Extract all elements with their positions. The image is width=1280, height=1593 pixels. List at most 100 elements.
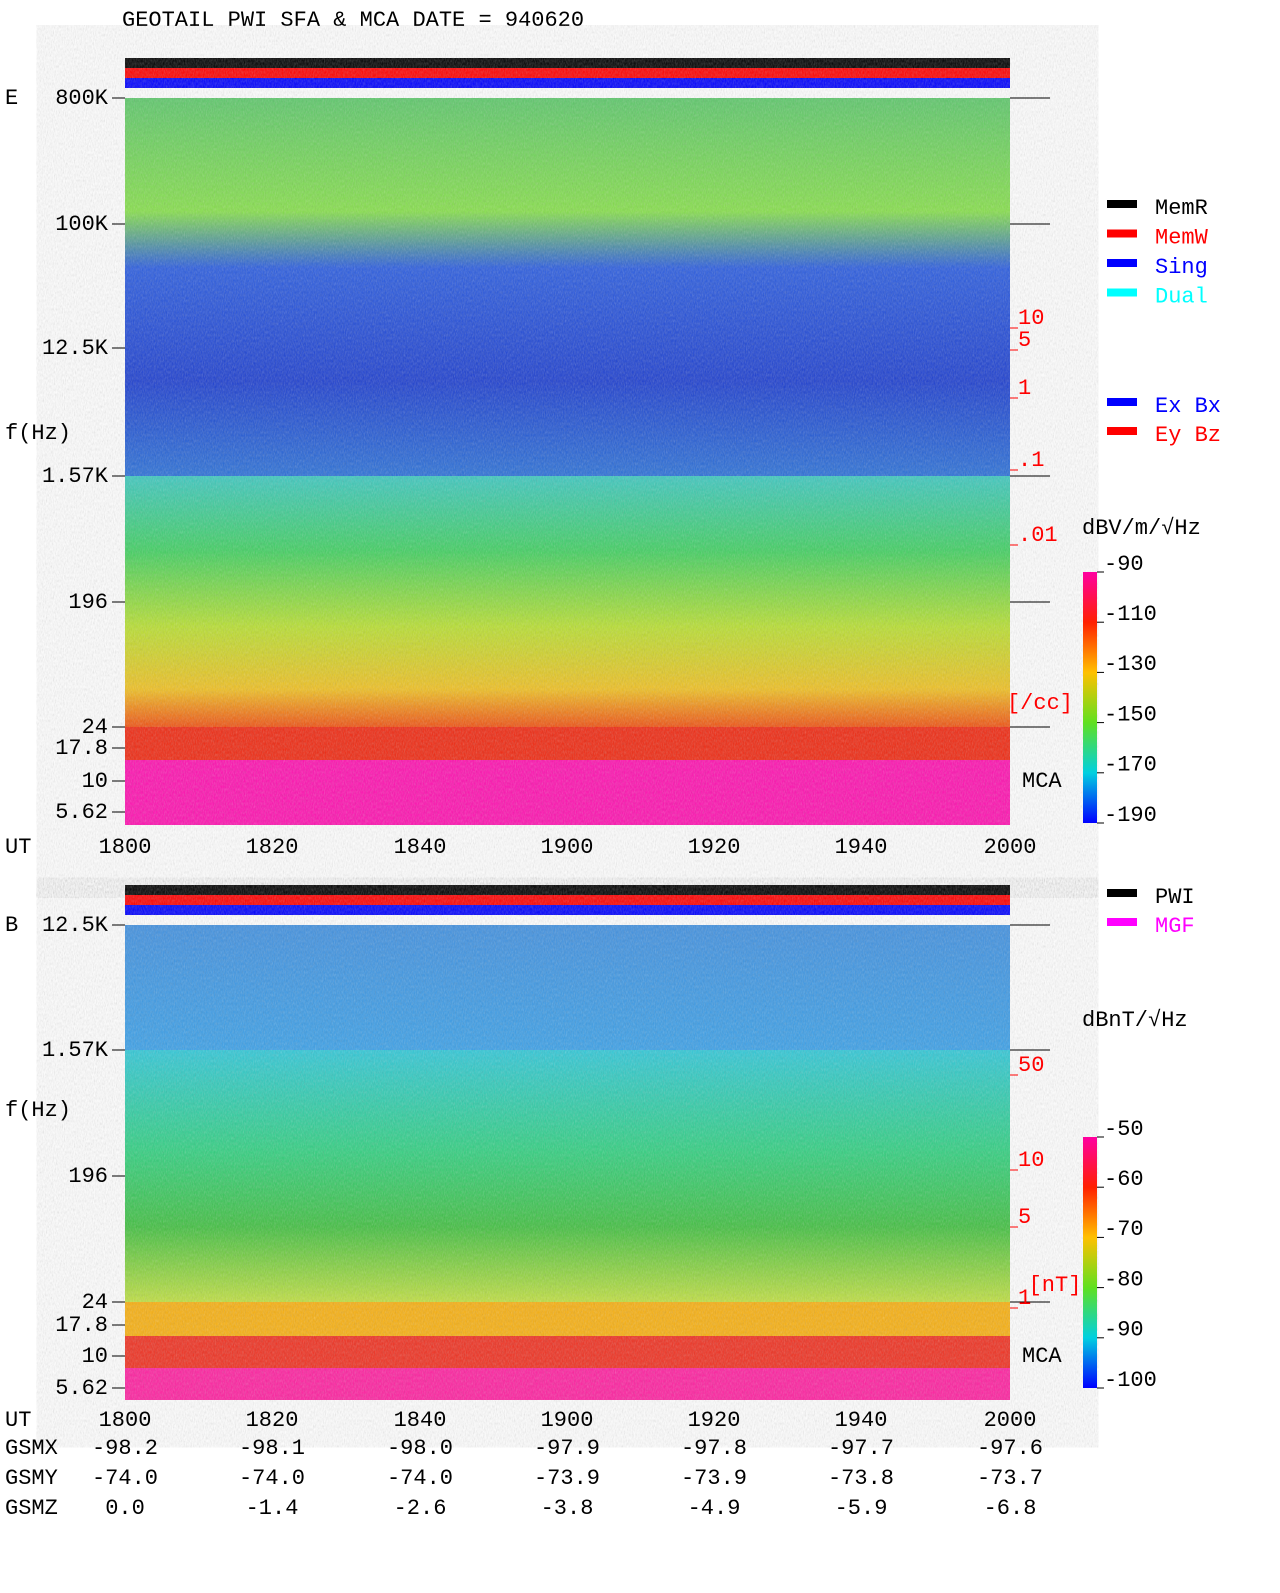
colorbar-tick-label: -190	[1104, 803, 1157, 828]
colorbar-tick-label: -70	[1104, 1217, 1144, 1242]
y-tick-label: 12.5K	[42, 913, 109, 938]
y-tick-label: 1.57K	[42, 1038, 109, 1063]
colorbar-tick-label: -90	[1104, 1318, 1144, 1343]
legend-swatch	[1107, 259, 1137, 267]
orbit-value: -74.0	[92, 1466, 158, 1491]
legend-swatch	[1107, 398, 1137, 406]
colorbar-tick-label: -130	[1104, 652, 1157, 677]
density-tick-label: 5	[1018, 1205, 1031, 1230]
density-tick-label: 1	[1018, 1286, 1031, 1311]
colorbar-title: dBV/m/√Hz	[1082, 516, 1201, 541]
orbit-value: -73.8	[828, 1466, 894, 1491]
orbit-value: -74.0	[239, 1466, 305, 1491]
y-tick-label: 5.62	[55, 800, 108, 825]
panel-label: E	[5, 86, 18, 111]
orbit-value: -73.9	[534, 1466, 600, 1491]
orbit-value: -5.9	[835, 1496, 888, 1521]
orbit-value: 0.0	[105, 1496, 145, 1521]
legend-label: Ey Bz	[1155, 423, 1221, 448]
legend-swatch	[1107, 200, 1137, 208]
mode-bar	[125, 58, 1010, 68]
y-tick-label: 10	[82, 769, 108, 794]
x-tick-label: 1840	[394, 835, 447, 860]
x-tick-label: 1820	[246, 1408, 299, 1433]
orbit-value: -97.8	[681, 1436, 747, 1461]
y-tick-label: 17.8	[55, 1313, 108, 1338]
y-tick-label: 1.57K	[42, 464, 109, 489]
x-tick-label: 1820	[246, 835, 299, 860]
colorbar-tick-label: -60	[1104, 1167, 1144, 1192]
density-tick-label: .01	[1018, 523, 1058, 548]
legend-label: PWI	[1155, 885, 1195, 910]
y-tick-label: 100K	[55, 212, 109, 237]
y-tick-label: 12.5K	[42, 336, 109, 361]
x-axis-label: UT	[5, 1408, 31, 1433]
x-tick-label: 1800	[99, 835, 152, 860]
legend-label: MGF	[1155, 914, 1195, 939]
mca-label: MCA	[1022, 769, 1062, 794]
density-tick-label: 10	[1018, 1148, 1044, 1173]
orbit-label: GSMY	[5, 1466, 58, 1491]
orbit-value: -74.0	[387, 1466, 453, 1491]
legend-swatch	[1107, 918, 1137, 926]
spectrogram-texture	[125, 98, 1010, 825]
colorbar-tick-label: -80	[1104, 1267, 1144, 1292]
legend-label: Ex Bx	[1155, 394, 1221, 419]
orbit-value: -73.7	[977, 1466, 1043, 1491]
density-tick-label: 10	[1018, 306, 1044, 331]
y-tick-label: 5.62	[55, 1376, 108, 1401]
y-tick-label: 24	[82, 1290, 108, 1315]
colorbar-tick-label: -150	[1104, 702, 1157, 727]
mca-label: MCA	[1022, 1344, 1062, 1369]
orbit-value: -4.9	[688, 1496, 741, 1521]
panel-label: B	[5, 913, 18, 938]
mode-bar	[125, 78, 1010, 88]
density-unit: [nT]	[1029, 1273, 1082, 1298]
legend-label: MemW	[1155, 225, 1209, 250]
y-tick-label: 17.8	[55, 736, 108, 761]
mode-bar	[125, 895, 1010, 905]
colorbar-tick-label: -90	[1104, 552, 1144, 577]
density-unit: [/cc]	[1007, 691, 1073, 716]
x-tick-label: 1940	[835, 1408, 888, 1433]
y-tick-label: 800K	[55, 86, 109, 111]
mode-bar	[125, 885, 1010, 895]
y-tick-label: 24	[82, 715, 108, 740]
orbit-value: -2.6	[394, 1496, 447, 1521]
legend-swatch	[1107, 889, 1137, 897]
density-tick-label: 50	[1018, 1053, 1044, 1078]
colorbar-tick-label: -50	[1104, 1117, 1144, 1142]
legend-label: MemR	[1155, 196, 1208, 221]
orbit-value: -98.1	[239, 1436, 305, 1461]
orbit-value: -73.9	[681, 1466, 747, 1491]
orbit-value: -3.8	[541, 1496, 594, 1521]
x-tick-label: 1840	[394, 1408, 447, 1433]
orbit-label: GSMX	[5, 1436, 58, 1461]
x-tick-label: 1920	[688, 1408, 741, 1433]
x-tick-label: 1900	[541, 835, 594, 860]
orbit-value: -98.0	[387, 1436, 453, 1461]
orbit-label: GSMZ	[5, 1496, 58, 1521]
colorbar	[1083, 572, 1097, 823]
title: GEOTAIL PWI SFA & MCA DATE = 940620	[122, 8, 584, 33]
orbit-value: -97.7	[828, 1436, 894, 1461]
y-tick-label: 196	[68, 590, 108, 615]
orbit-value: -97.9	[534, 1436, 600, 1461]
density-tick-label: 1	[1018, 376, 1031, 401]
mode-bar	[125, 905, 1010, 915]
mode-bar	[125, 68, 1010, 78]
density-tick-label: 5	[1018, 328, 1031, 353]
orbit-value: -97.6	[977, 1436, 1043, 1461]
x-tick-label: 1800	[99, 1408, 152, 1433]
colorbar-tick-label: -110	[1104, 602, 1157, 627]
x-tick-label: 1920	[688, 835, 741, 860]
y-tick-label: 10	[82, 1344, 108, 1369]
legend-swatch	[1107, 288, 1137, 297]
y-tick-label: 196	[68, 1164, 108, 1189]
y-axis-label: f(Hz)	[5, 1098, 71, 1123]
x-tick-label: 1900	[541, 1408, 594, 1433]
legend-label: Sing	[1155, 255, 1208, 280]
colorbar-title: dBnT/√Hz	[1082, 1008, 1188, 1033]
legend-swatch	[1107, 229, 1137, 238]
